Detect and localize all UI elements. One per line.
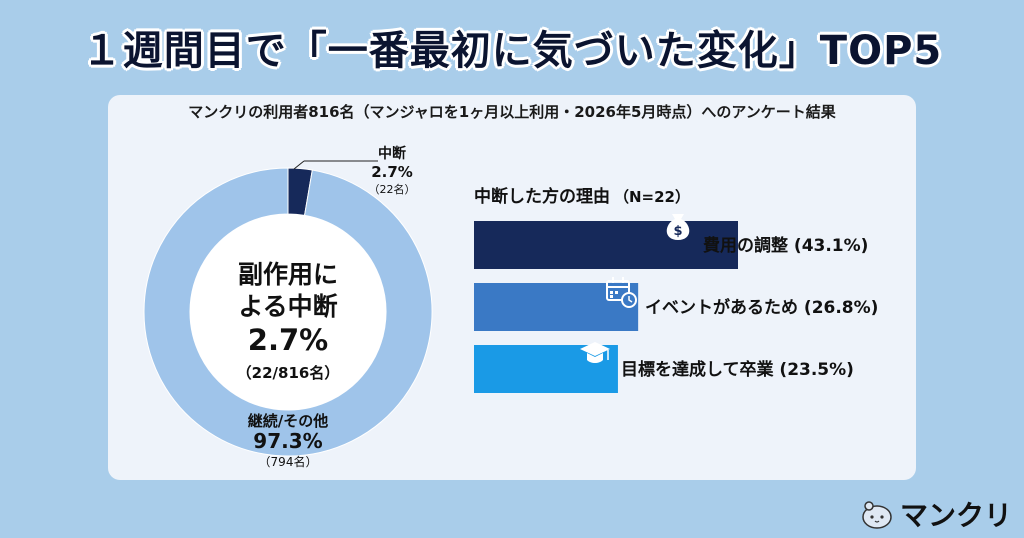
bar-1 bbox=[474, 221, 738, 269]
bar-chart-title: 中断した方の理由 （N=22） bbox=[474, 186, 690, 207]
mascot-icon bbox=[862, 501, 892, 529]
bar-2 bbox=[474, 283, 639, 331]
center-label-count: （22/816名） bbox=[237, 364, 340, 382]
center-label-value: 2.7% bbox=[248, 323, 328, 357]
slice-value-stop: 2.7% bbox=[371, 163, 413, 181]
bar-label-1: 費用の調整 (43.1%) bbox=[703, 235, 868, 256]
bar-chart-title-note: （N=22） bbox=[614, 188, 690, 206]
donut-center bbox=[190, 214, 386, 410]
center-label-line1: 副作用に bbox=[238, 260, 338, 289]
bar-label-2: イベントがあるため (26.8%) bbox=[645, 297, 878, 318]
survey-subtitle: マンクリの利用者816名（マンジャロを1ヶ月以上利用・2026年5月時点）へのア… bbox=[188, 103, 836, 121]
graduation-cap-icon bbox=[580, 342, 610, 363]
slice-count-continue: （794名） bbox=[259, 454, 318, 469]
bar-chart-title-text: 中断した方の理由 bbox=[474, 186, 610, 207]
survey-card: マンクリの利用者816名（マンジャロを1ヶ月以上利用・2026年5月時点）へのア… bbox=[108, 95, 916, 480]
slice-count-stop: （22名） bbox=[369, 182, 416, 196]
stop-callout-line bbox=[293, 160, 305, 170]
page-title: １週間目で「一番最初に気づいた変化」TOP5 bbox=[81, 28, 943, 74]
bar-value-2: (26.8%) bbox=[804, 298, 879, 318]
calendar-clock-icon bbox=[606, 277, 637, 308]
svg-text:$: $ bbox=[673, 224, 682, 239]
bar-value-3: (23.5%) bbox=[779, 360, 854, 380]
chart-area: 副作用に よる中断 2.7% （22/816名） 中断 2.7% （22名） 継… bbox=[143, 145, 878, 469]
bar-label-3: 目標を達成して卒業 (23.5%) bbox=[621, 359, 854, 380]
slice-value-continue: 97.3% bbox=[253, 429, 322, 453]
brand-name: マンクリ bbox=[900, 499, 1013, 532]
slice-label-continue: 継続/その他 bbox=[248, 412, 328, 430]
bar-chart: 費用の調整 (43.1%) イベントがあるため (26.8%) 目標を達成して卒業 … bbox=[474, 221, 878, 393]
money-bag-icon: $ bbox=[666, 214, 690, 240]
bar-value-1: (43.1%) bbox=[794, 236, 869, 256]
slice-label-stop: 中断 bbox=[378, 145, 406, 162]
center-label-line2: よる中断 bbox=[238, 292, 337, 321]
brand-logo: マンクリ bbox=[860, 494, 1012, 534]
